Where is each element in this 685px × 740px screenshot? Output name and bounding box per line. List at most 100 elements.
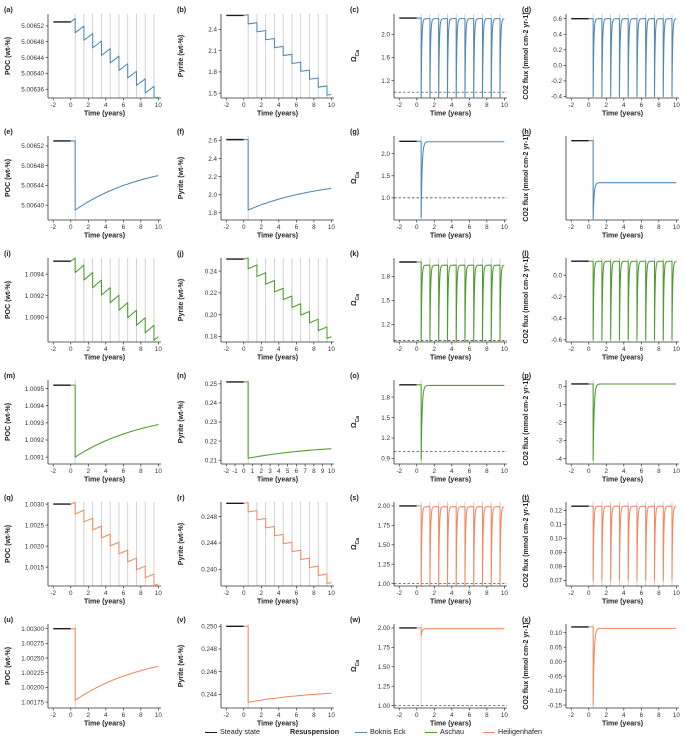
y-tick-label-r-1: 0.244	[201, 540, 217, 547]
y-tick-label-p-2: -2	[556, 420, 562, 427]
panel-l: (l) -2 0 2 4 6 8 10 Time (years) -0.6 -0.4 -0.2 0.0 C…	[522, 249, 680, 362]
x-tick-label-i-4: 6	[122, 346, 126, 353]
x-tick-label-u-3: 4	[104, 712, 108, 719]
series-line-p	[588, 383, 677, 461]
panel-g: (g) -2 0 2 4 6 8 10 Time (years) 1.0 1.5 2.0 ΩCa	[350, 127, 508, 240]
y-tick-label-u-4: 1.00275	[21, 641, 44, 648]
y-tick-label-v-0: 0.244	[201, 692, 217, 699]
x-tick-label-c-0: -2	[396, 102, 402, 109]
x-tick-label-u-5: 8	[139, 712, 143, 719]
panel-label-o: (o)	[350, 371, 360, 380]
x-tick-label-j-3: 4	[277, 346, 281, 353]
y-tick-label-b-1: 1.8	[208, 69, 217, 76]
y-tick-label-n-1: 0.22	[205, 438, 218, 445]
y-tick-label-n-4: 0.25	[205, 381, 218, 388]
x-tick-label-e-1: 0	[69, 224, 73, 231]
x-tick-label-a-6: 10	[155, 102, 163, 109]
x-tick-label-b-4: 6	[295, 102, 299, 109]
panel-label-e: (e)	[4, 127, 13, 136]
legend-swatch-heiligenhafen	[483, 731, 495, 734]
y-tick-label-m-0: 1.0091	[25, 454, 45, 461]
x-tick-label-f-4: 6	[295, 224, 299, 231]
x-tick-label-s-3: 4	[450, 590, 454, 597]
x-tick-label-e-6: 10	[155, 224, 163, 231]
x-axis-label-v: Time (years)	[257, 721, 298, 728]
x-tick-label-s-6: 10	[501, 590, 509, 597]
y-tick-label-u-0: 1.00175	[21, 699, 44, 706]
x-tick-label-q-4: 6	[122, 590, 126, 597]
panel-label-b: (b)	[177, 5, 187, 14]
panel-label-q: (q)	[4, 493, 14, 502]
y-tick-label-t-4: 0.11	[550, 522, 562, 529]
x-tick-label-h-1: 0	[587, 224, 591, 231]
y-axis-label-f: Pyrite (wt-%)	[178, 157, 185, 199]
x-tick-label-q-1: 0	[69, 590, 73, 597]
x-tick-label-t-2: 2	[605, 590, 609, 597]
x-tick-label-a-1: 0	[69, 102, 73, 109]
x-tick-label-g-6: 10	[501, 224, 509, 231]
x-tick-label-l-3: 4	[622, 346, 626, 353]
x-tick-label-g-0: -2	[396, 224, 402, 231]
x-tick-label-u-0: -2	[50, 712, 56, 719]
x-tick-label-l-4: 6	[640, 346, 644, 353]
x-tick-label-c-1: 0	[415, 102, 419, 109]
x-tick-label-o-3: 4	[450, 468, 454, 475]
x-axis-label-u: Time (years)	[84, 721, 125, 728]
legend-label-heiligenhafen: Heiligenhafen	[498, 727, 542, 736]
y-axis-label-x: CO2 flux (mmol cm-2 yr-1)	[523, 622, 530, 709]
x-tick-label-i-2: 2	[87, 346, 91, 353]
x-tick-label-p-5: 8	[657, 468, 661, 475]
y-tick-label-u-2: 1.00225	[21, 670, 44, 677]
x-tick-label-p-1: 0	[587, 468, 591, 475]
panel-a: (a) -2 0 2 4 6 8 10 Time (years) 5.00636 5.00640 5.…	[4, 5, 162, 118]
x-tick-label-k-0: -2	[396, 346, 402, 353]
x-tick-label-g-3: 4	[450, 224, 454, 231]
panel-t: (t) -2 0 2 4 6 8 10 Time (years) 0.07 0.08 0.09 0.10…	[522, 493, 680, 606]
y-tick-label-o-1: 1.2	[381, 435, 390, 442]
x-tick-label-n-0: -2	[223, 468, 229, 475]
series-line-k	[416, 261, 505, 343]
y-tick-label-w-0: 1.00	[378, 703, 391, 710]
x-tick-label-t-3: 4	[622, 590, 626, 597]
x-tick-label-h-4: 6	[640, 224, 644, 231]
x-axis-label-n: Time (years)	[257, 477, 298, 484]
y-axis-label-n: Pyrite (wt-%)	[178, 401, 185, 443]
x-tick-label-b-2: 2	[260, 102, 264, 109]
y-axis-label-p: CO2 flux (mmol cm-2 yr-1)	[523, 378, 530, 465]
y-tick-label-o-0: 0.9	[381, 456, 390, 463]
panel-label-g: (g)	[350, 127, 360, 136]
y-tick-label-l-3: 0.0	[553, 272, 562, 279]
panel-label-c: (c)	[350, 5, 359, 14]
y-axis-label-q: POC (wt-%)	[5, 525, 12, 563]
legend-title: Resuspension	[290, 727, 340, 736]
panel-label-r: (r)	[177, 493, 185, 502]
y-tick-label-s-0: 1.00	[378, 581, 391, 588]
series-line-w	[416, 627, 505, 637]
panel-label-k: (k)	[350, 249, 359, 258]
x-tick-label-n-2: 0	[242, 468, 246, 475]
series-line-u	[70, 628, 159, 701]
y-axis-label-l: CO2 flux (mmol cm-2 yr-1)	[523, 256, 530, 343]
x-tick-label-g-5: 8	[485, 224, 489, 231]
y-tick-label-s-3: 1.75	[378, 523, 391, 530]
x-tick-label-m-4: 6	[122, 468, 126, 475]
x-tick-label-f-5: 8	[312, 224, 316, 231]
x-tick-label-d-3: 4	[622, 102, 626, 109]
series-line-t	[588, 505, 677, 581]
x-tick-label-x-3: 4	[622, 712, 626, 719]
series-line-x	[588, 626, 677, 706]
y-tick-label-o-2: 1.5	[381, 415, 390, 422]
panel-label-h: (h)	[522, 127, 532, 136]
y-tick-label-d-2: 0.0	[553, 63, 562, 70]
x-tick-label-f-1: 0	[242, 224, 246, 231]
x-tick-label-n-3: 1	[251, 468, 255, 475]
x-axis-label-p: Time (years)	[602, 477, 643, 484]
x-tick-label-w-6: 10	[501, 712, 509, 719]
y-tick-label-s-4: 2.00	[378, 503, 391, 510]
y-axis-label-m: POC (wt-%)	[5, 403, 12, 441]
x-tick-label-l-6: 10	[673, 346, 681, 353]
y-tick-label-v-1: 0.246	[201, 669, 217, 676]
panel-label-p: (p)	[522, 371, 532, 380]
y-tick-label-q-0: 1.0015	[25, 564, 45, 571]
